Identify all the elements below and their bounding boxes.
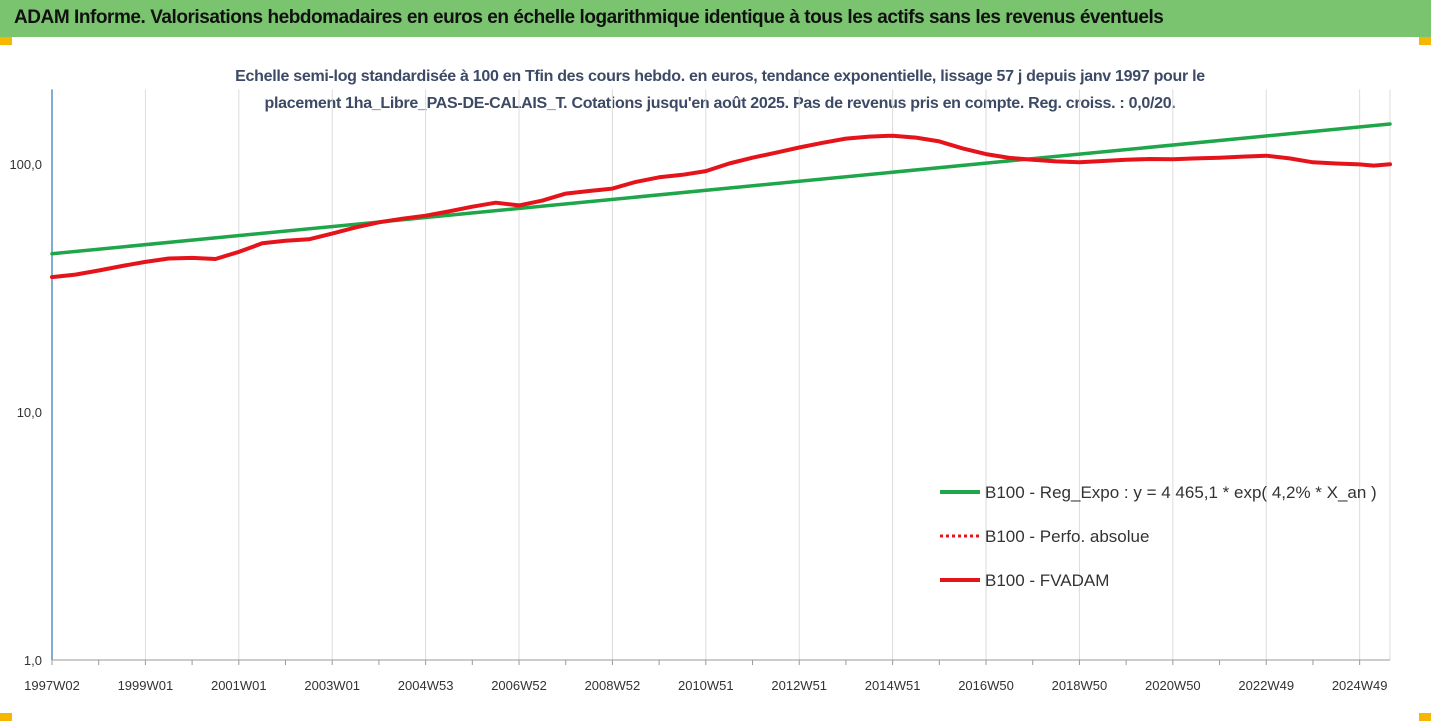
x-tick-label: 2003W01 bbox=[304, 678, 360, 693]
x-tick-label: 1997W02 bbox=[24, 678, 80, 693]
x-tick-label: 2006W52 bbox=[491, 678, 547, 693]
legend-label-1: B100 - Reg_Expo : y = 4 465,1 * exp( 4,2… bbox=[985, 483, 1377, 502]
legend-label-2: B100 - Perfo. absolue bbox=[985, 527, 1149, 546]
x-tick-label: 2016W50 bbox=[958, 678, 1014, 693]
y-tick-label: 1,0 bbox=[24, 653, 42, 668]
y-tick-label: 100,0 bbox=[9, 157, 42, 172]
x-tick-label: 2001W01 bbox=[211, 678, 267, 693]
x-tick-label: 2004W53 bbox=[398, 678, 454, 693]
x-tick-label: 2014W51 bbox=[865, 678, 921, 693]
corner-marker-bottom-left bbox=[0, 713, 12, 721]
y-tick-label: 10,0 bbox=[17, 405, 42, 420]
header-bar: ADAM Informe. Valorisations hebdomadaire… bbox=[0, 0, 1431, 37]
series-line-3 bbox=[50, 133, 1392, 280]
corner-marker-left bbox=[0, 37, 12, 45]
chart-title-line-2: placement 1ha_Libre_PAS-DE-CALAIS_T. Cot… bbox=[264, 95, 1176, 112]
series-line-1 bbox=[50, 122, 1392, 256]
header-title: ADAM Informe. Valorisations hebdomadaire… bbox=[14, 7, 1164, 28]
x-tick-label: 2008W52 bbox=[585, 678, 641, 693]
legend-label-3: B100 - FVADAM bbox=[985, 571, 1109, 590]
x-tick-label: 2010W51 bbox=[678, 678, 734, 693]
corner-marker-bottom-right bbox=[1419, 713, 1431, 721]
chart-title: Echelle semi-log standardisée à 100 en T… bbox=[150, 63, 1290, 117]
x-tick-label: 1999W01 bbox=[118, 678, 174, 693]
x-tick-label: 2012W51 bbox=[771, 678, 827, 693]
x-tick-label: 2020W50 bbox=[1145, 678, 1201, 693]
corner-marker-right bbox=[1419, 37, 1431, 45]
x-tick-label: 2018W50 bbox=[1052, 678, 1108, 693]
chart-title-line-1: Echelle semi-log standardisée à 100 en T… bbox=[235, 68, 1205, 85]
x-tick-label: 2022W49 bbox=[1238, 678, 1294, 693]
x-tick-label: 2024W49 bbox=[1332, 678, 1388, 693]
